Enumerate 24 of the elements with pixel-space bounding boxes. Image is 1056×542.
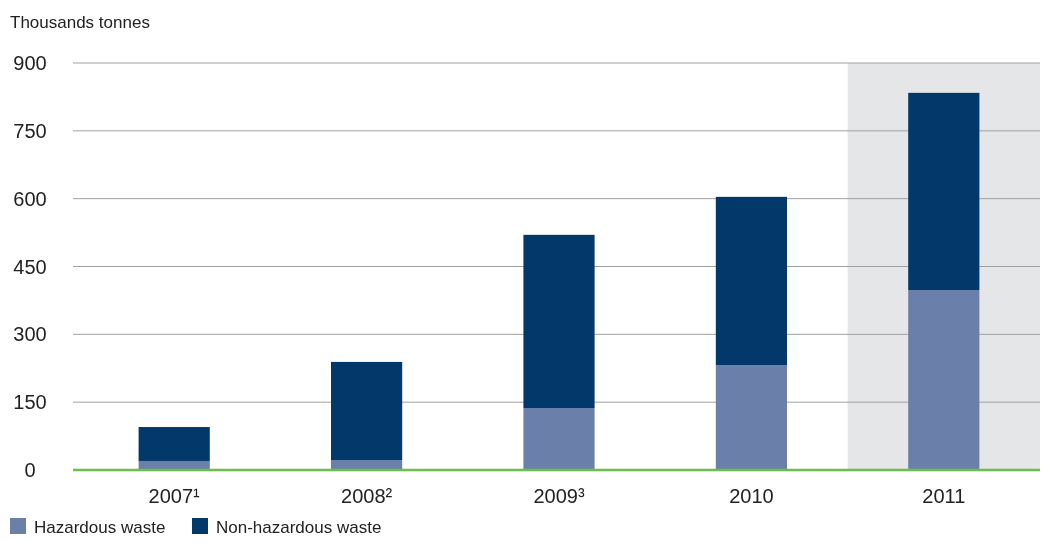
y-tick-label: 750: [13, 119, 47, 142]
y-axis-title: Thousands tonnes: [10, 13, 150, 32]
y-tick-label: 150: [13, 391, 47, 414]
bar: [331, 361, 403, 461]
y-tick-label: 450: [13, 255, 47, 278]
bar: [523, 408, 595, 470]
bar: [138, 427, 210, 461]
legend-label: Non-hazardous waste: [216, 518, 382, 537]
y-tick-label: 0: [24, 459, 36, 481]
bar: [908, 290, 980, 470]
legend-label: Hazardous waste: [34, 518, 166, 537]
y-tick-label: 300: [13, 323, 47, 346]
bar: [908, 92, 980, 291]
y-tick-label: 900: [13, 52, 47, 74]
bar: [331, 460, 403, 470]
bar: [715, 196, 787, 366]
y-tick-label: 600: [13, 187, 47, 210]
x-tick-label: 2011: [922, 485, 966, 507]
bar: [523, 234, 595, 409]
x-tick-label: 2008²: [341, 485, 393, 507]
x-tick-label: 2010: [729, 485, 774, 507]
x-tick-label: 2009³: [533, 485, 585, 507]
x-tick-label: 2007¹: [148, 485, 201, 507]
bar: [715, 365, 787, 470]
